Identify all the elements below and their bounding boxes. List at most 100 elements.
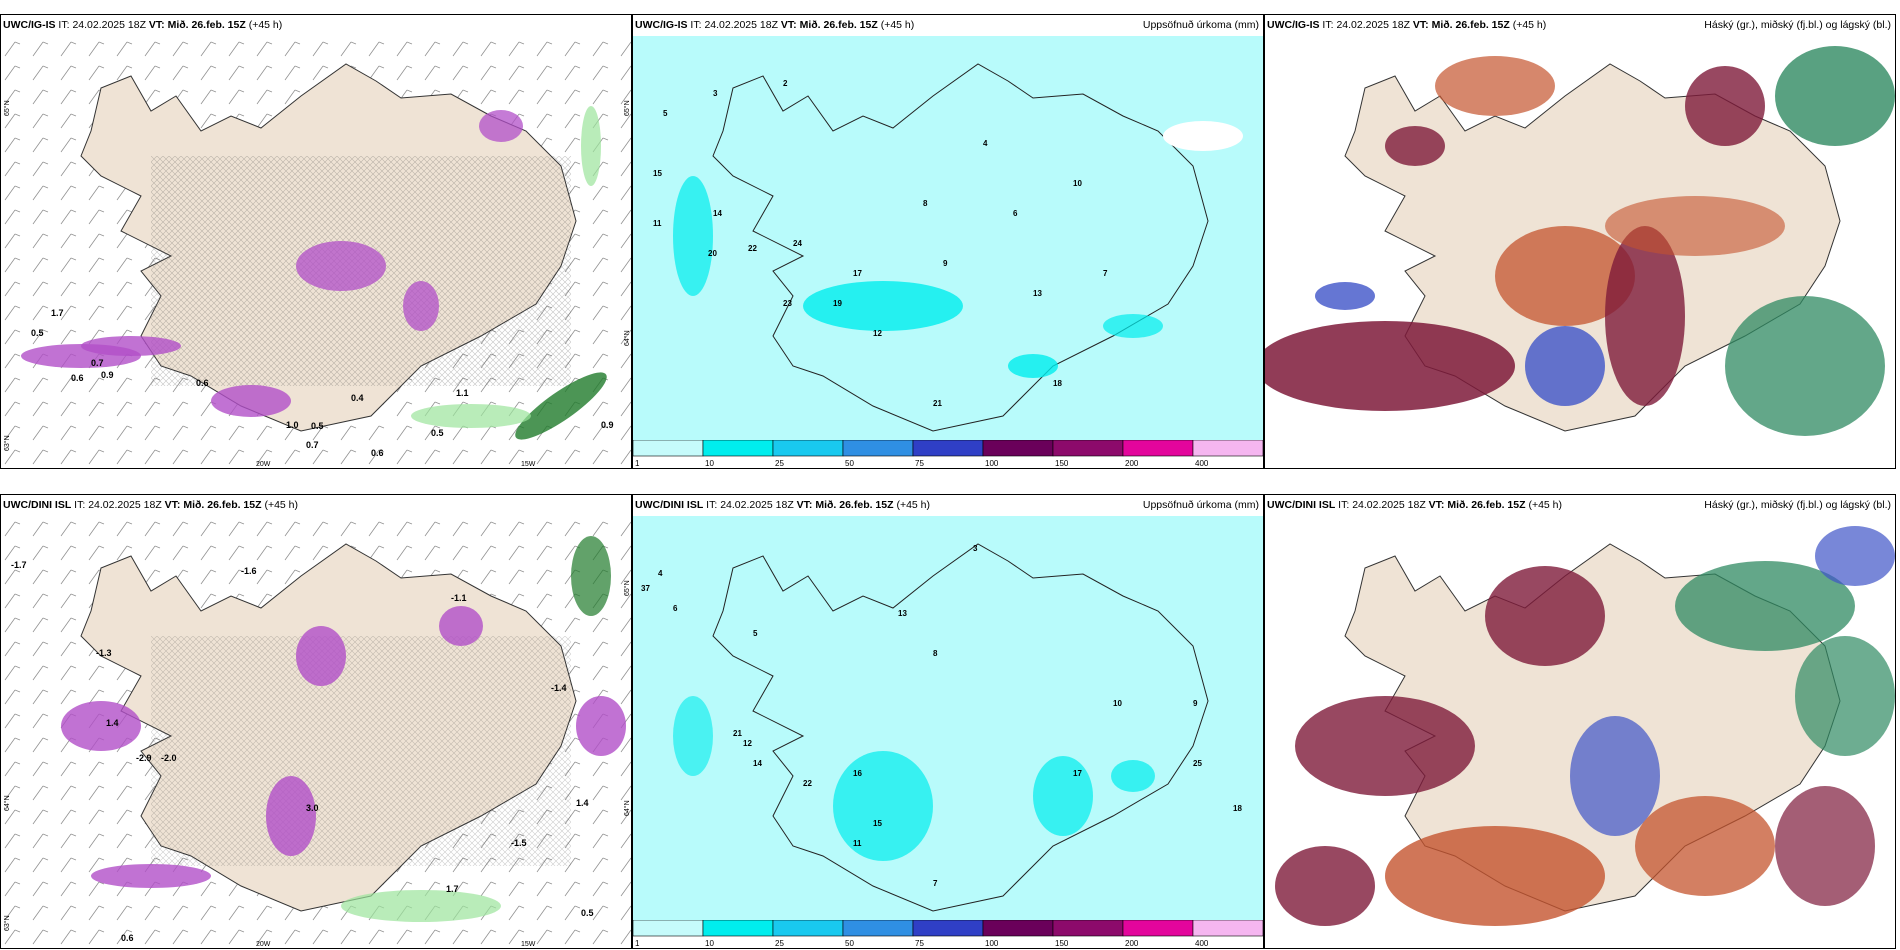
panel-header: UWC/DINI ISL IT: 24.02.2025 18Z VT: Mið.… <box>1 495 631 516</box>
svg-text:10: 10 <box>1073 179 1082 188</box>
value-label: 0.7 <box>306 440 319 450</box>
colorbar-label: 400 <box>1195 459 1209 468</box>
svg-text:14: 14 <box>753 759 762 768</box>
colorbar-swatch <box>982 920 1054 937</box>
colorbar-swatch <box>702 440 774 457</box>
value-label: 0.5 <box>31 328 44 338</box>
colorbar-swatch <box>842 440 914 457</box>
svg-text:20W: 20W <box>256 941 271 948</box>
map-clouds <box>1265 516 1895 948</box>
svg-text:22: 22 <box>803 779 812 788</box>
value-label: 0.6 <box>196 378 209 388</box>
svg-text:11: 11 <box>653 219 662 228</box>
svg-text:7: 7 <box>1103 269 1108 278</box>
svg-text:64°N: 64°N <box>623 800 631 816</box>
svg-text:0.6: 0.6 <box>121 933 134 943</box>
value-label: 0.4 <box>351 393 364 403</box>
svg-text:65°N: 65°N <box>3 100 11 116</box>
svg-text:17: 17 <box>1073 769 1082 778</box>
svg-text:23: 23 <box>783 299 792 308</box>
panel-header: UWC/IG-IS IT: 24.02.2025 18Z VT: Mið. 26… <box>1 15 631 36</box>
map-precip: 3 2 5 4 15 11 20 22 24 14 17 8 23 19 12 … <box>633 36 1263 440</box>
svg-text:4: 4 <box>983 139 988 148</box>
svg-text:1.7: 1.7 <box>446 884 459 894</box>
svg-text:13: 13 <box>1033 289 1042 298</box>
svg-text:5: 5 <box>663 109 668 118</box>
svg-text:18: 18 <box>1053 379 1062 388</box>
colorbar-label: 50 <box>845 939 854 948</box>
svg-text:-1.1: -1.1 <box>451 593 467 603</box>
svg-text:19: 19 <box>833 299 842 308</box>
panel-title: Uppsöfnuð úrkoma (mm) <box>1142 19 1259 31</box>
model-label: UWC/IG-IS <box>3 19 56 31</box>
init-time: 24.02.2025 18Z <box>72 19 146 31</box>
svg-text:1.4: 1.4 <box>106 718 119 728</box>
svg-text:20W: 20W <box>256 461 271 468</box>
value-label: 0.6 <box>71 373 84 383</box>
panel-igis-precip: UWC/IG-IS IT: 24.02.2025 18Z VT: Mið. 26… <box>632 14 1264 469</box>
svg-text:7: 7 <box>933 879 938 888</box>
svg-text:15: 15 <box>873 819 882 828</box>
svg-text:-2.0: -2.0 <box>161 753 177 763</box>
panel-dini-surface: UWC/DINI ISL IT: 24.02.2025 18Z VT: Mið.… <box>0 494 632 949</box>
svg-text:21: 21 <box>933 399 942 408</box>
map-surface: 1.7 0.5 0.7 0.6 0.9 0.6 1.0 0.7 0.5 0.6 … <box>1 36 631 468</box>
svg-text:5: 5 <box>753 629 758 638</box>
colorbar-swatch <box>1192 440 1263 457</box>
svg-text:2: 2 <box>783 79 788 88</box>
colorbar-label: 200 <box>1125 939 1139 948</box>
colorbar-swatch <box>842 920 914 937</box>
colorbar-swatch <box>912 440 984 457</box>
map-precip: 3 37 6 4 5 8 13 12 21 16 22 14 11 15 9 1… <box>633 516 1263 920</box>
svg-text:8: 8 <box>923 199 928 208</box>
svg-text:13: 13 <box>898 609 907 618</box>
value-label: 1.1 <box>456 388 469 398</box>
svg-text:1.4: 1.4 <box>576 798 589 808</box>
svg-text:9: 9 <box>943 259 948 268</box>
colorbar-label: 10 <box>705 459 714 468</box>
svg-text:65°N: 65°N <box>623 100 631 116</box>
colorbar-swatch <box>912 920 984 937</box>
panel-igis-surface: UWC/IG-IS IT: 24.02.2025 18Z VT: Mið. 26… <box>0 14 632 469</box>
svg-text:-1.7: -1.7 <box>11 560 27 570</box>
colorbar-swatch <box>633 920 704 937</box>
value-label: 1.0 <box>286 420 299 430</box>
svg-text:12: 12 <box>873 329 882 338</box>
svg-text:16: 16 <box>853 769 862 778</box>
colorbar-swatch <box>1052 440 1124 457</box>
svg-text:12: 12 <box>743 739 752 748</box>
svg-text:37: 37 <box>641 584 650 593</box>
colorbar-swatch <box>1052 920 1124 937</box>
value-label: 0.5 <box>431 428 444 438</box>
svg-text:25: 25 <box>1193 759 1202 768</box>
colorbar-label: 150 <box>1055 459 1069 468</box>
colorbar: 1 10 25 50 75 100 150 200 400 <box>633 440 1263 468</box>
svg-text:-1.3: -1.3 <box>96 648 112 658</box>
colorbar-label: 75 <box>915 939 924 948</box>
svg-text:3.0: 3.0 <box>306 803 319 813</box>
colorbar-label: 200 <box>1125 459 1139 468</box>
value-label: 0.5 <box>311 421 324 431</box>
colorbar-label: 100 <box>985 939 999 948</box>
colorbar-label: 25 <box>775 459 784 468</box>
svg-text:-1.6: -1.6 <box>241 566 257 576</box>
map-surface: -1.7 -1.6 -1.1 -1.3 1.4 -2.9 -2.0 3.0 -1… <box>1 516 631 948</box>
colorbar-swatch <box>1192 920 1263 937</box>
colorbar: 1 10 25 50 75 100 150 200 400 <box>633 920 1263 948</box>
colorbar-swatch <box>1122 440 1194 457</box>
svg-text:20: 20 <box>708 249 717 258</box>
colorbar-swatch <box>772 920 844 937</box>
panel-title: Háský (gr.), miðský (fj.bl.) og lágský (… <box>1704 499 1891 511</box>
colorbar-swatch <box>1122 920 1194 937</box>
colorbar-swatch <box>772 440 844 457</box>
lead-time: (+45 h) <box>248 19 283 31</box>
svg-text:64°N: 64°N <box>623 330 631 346</box>
panel-title: Háský (gr.), miðský (fj.bl.) og lágský (… <box>1704 19 1891 31</box>
panel-dini-precip: UWC/DINI ISL IT: 24.02.2025 18Z VT: Mið.… <box>632 494 1264 949</box>
svg-text:6: 6 <box>1013 209 1018 218</box>
svg-text:65°N: 65°N <box>623 580 631 596</box>
colorbar-label: 1 <box>635 939 640 948</box>
colorbar-label: 75 <box>915 459 924 468</box>
svg-text:63°N: 63°N <box>3 915 11 931</box>
colorbar-label: 25 <box>775 939 784 948</box>
